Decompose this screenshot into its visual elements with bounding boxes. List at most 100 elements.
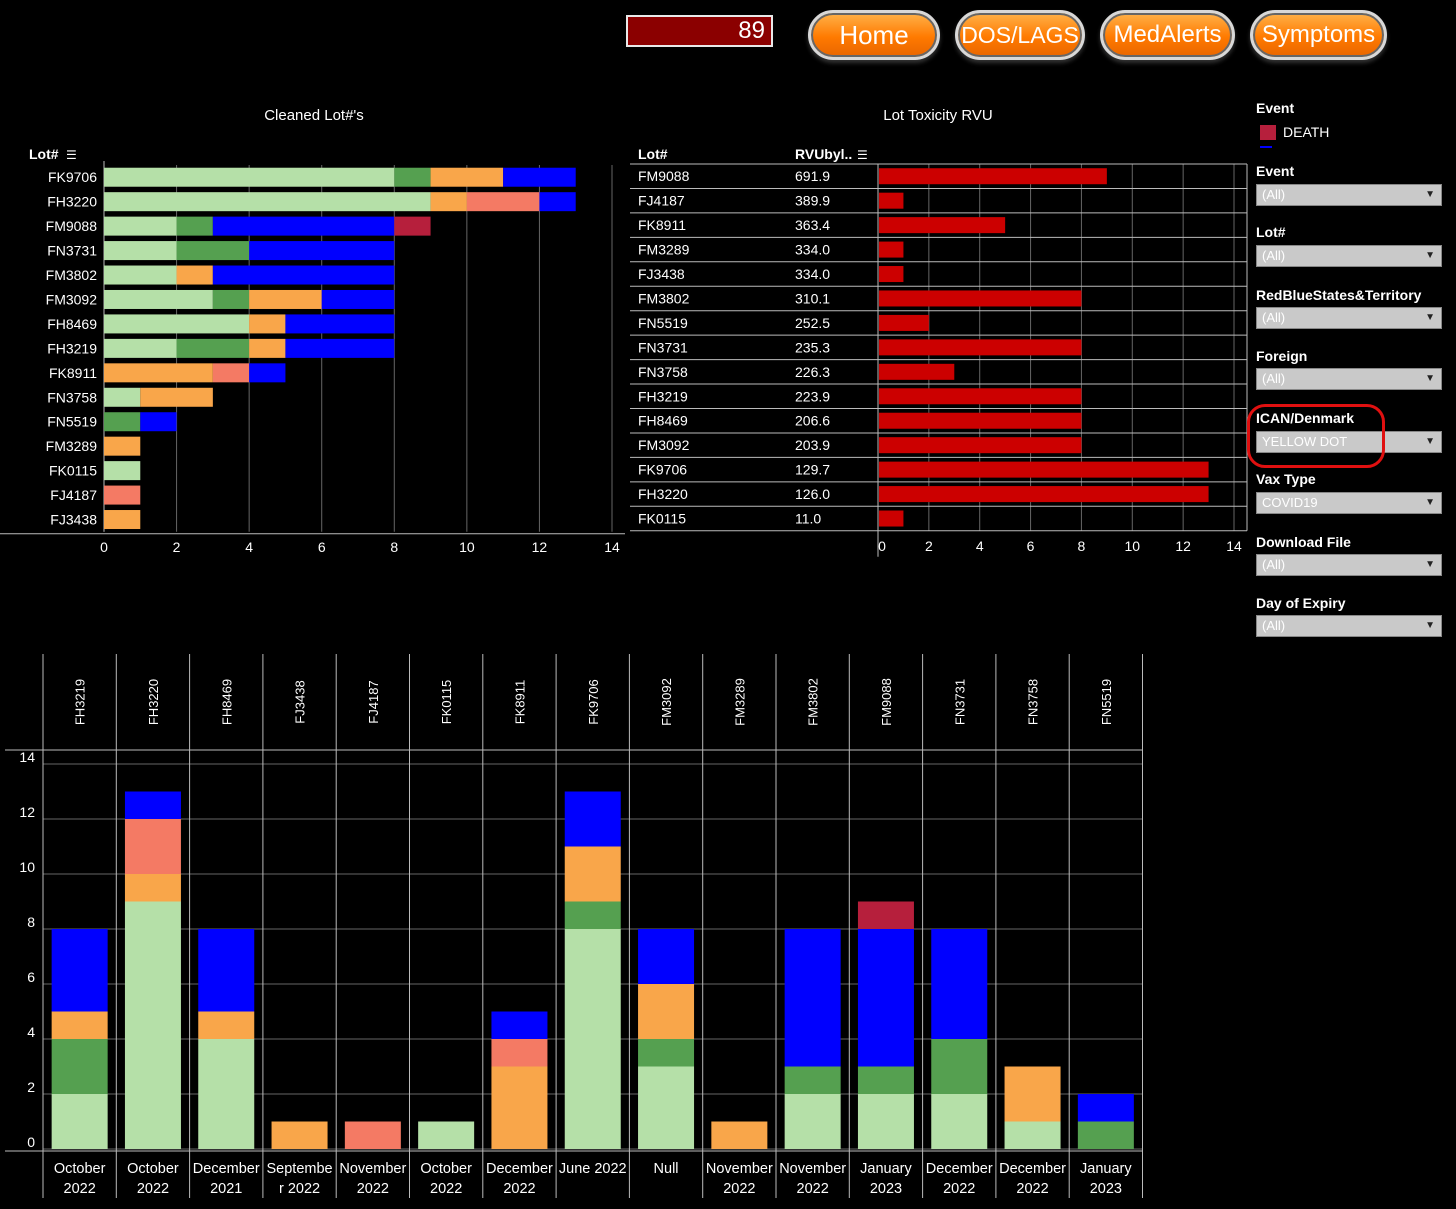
bar-segment bbox=[104, 436, 141, 456]
toxicity-bar bbox=[879, 510, 904, 527]
expiry-label: 2023 bbox=[1090, 1181, 1122, 1197]
x-tick-label: 8 bbox=[1078, 538, 1086, 554]
bar-segment bbox=[285, 338, 395, 358]
cleaned-lots-title: Cleaned Lot#'s bbox=[264, 107, 364, 124]
lot-label: FN3731 bbox=[47, 243, 97, 259]
toxicity-bar bbox=[879, 437, 1082, 454]
bar-segment bbox=[491, 1011, 548, 1039]
lot-column-label: FK9706 bbox=[586, 679, 601, 725]
expiry-label: 2022 bbox=[357, 1181, 389, 1197]
sort-icon: ☰ bbox=[857, 148, 868, 162]
ican-filter-value: YELLOW DOT bbox=[1262, 434, 1348, 449]
toxicity-bar bbox=[879, 314, 929, 331]
bar-segment bbox=[51, 1039, 108, 1094]
state-filter-label: RedBlueStates&Territory bbox=[1256, 287, 1422, 303]
expiry-label: December bbox=[999, 1161, 1066, 1177]
event-filter-value: (All) bbox=[1262, 187, 1286, 202]
bar-segment bbox=[104, 265, 177, 285]
lot-label: FK9706 bbox=[48, 169, 97, 185]
lot-filter-select[interactable]: (All) ▼ bbox=[1256, 245, 1442, 267]
rvu-value: 691.9 bbox=[795, 168, 830, 184]
x-tick-label: 6 bbox=[1027, 538, 1035, 554]
bar-segment bbox=[931, 929, 988, 1039]
rvu-column-header: RVUbyl.. bbox=[795, 146, 852, 162]
foreign-filter-value: (All) bbox=[1262, 371, 1286, 386]
bar-segment bbox=[249, 314, 286, 334]
y-tick-label: 2 bbox=[27, 1079, 35, 1095]
lot-label: FK0115 bbox=[638, 511, 686, 527]
rvu-value: 235.3 bbox=[795, 339, 830, 355]
expiry-label: 2022 bbox=[64, 1181, 96, 1197]
bar-segment bbox=[503, 167, 576, 187]
toxicity-bar bbox=[879, 217, 1006, 234]
foreign-filter-select[interactable]: (All) ▼ bbox=[1256, 368, 1442, 390]
bar-segment bbox=[124, 874, 181, 902]
symptoms-button[interactable]: Symptoms bbox=[1250, 10, 1387, 60]
bar-segment bbox=[140, 387, 213, 407]
state-filter-select[interactable]: (All) ▼ bbox=[1256, 307, 1442, 329]
vax-type-filter-select[interactable]: COVID19 ▼ bbox=[1256, 492, 1442, 514]
x-tick-label: 4 bbox=[245, 539, 253, 555]
x-tick-label: 8 bbox=[390, 539, 398, 555]
expiry-label: December bbox=[926, 1161, 993, 1177]
bar-segment bbox=[249, 338, 286, 358]
medalerts-button[interactable]: MedAlerts bbox=[1100, 10, 1235, 60]
lot-column-label: FN3731 bbox=[952, 679, 967, 725]
bar-segment bbox=[857, 901, 914, 929]
bar-segment bbox=[198, 1011, 255, 1039]
y-tick-label: 12 bbox=[19, 804, 35, 820]
rvu-value: 334.0 bbox=[795, 266, 830, 282]
chevron-down-icon: ▼ bbox=[1425, 189, 1435, 200]
bar-segment bbox=[491, 1066, 548, 1149]
red-highlight-circle bbox=[1247, 404, 1385, 468]
expiry-filter-select[interactable]: (All) ▼ bbox=[1256, 615, 1442, 637]
toxicity-bar bbox=[879, 266, 904, 283]
bar-segment bbox=[857, 929, 914, 1067]
lot-column-label: FJ3438 bbox=[293, 680, 308, 723]
lot-label: FH3219 bbox=[638, 388, 688, 404]
bar-segment bbox=[394, 167, 431, 187]
bar-segment bbox=[51, 1094, 108, 1149]
lot-column-label: FH3219 bbox=[73, 679, 88, 725]
event-filter-select[interactable]: (All) ▼ bbox=[1256, 184, 1442, 206]
lot-label: FN3731 bbox=[638, 339, 688, 355]
bar-segment bbox=[212, 363, 250, 383]
chevron-down-icon: ▼ bbox=[1425, 559, 1435, 570]
count-display: 89 bbox=[626, 15, 773, 47]
bar-segment bbox=[51, 1011, 108, 1039]
bar-segment bbox=[176, 216, 213, 236]
expiry-label: 2022 bbox=[137, 1181, 169, 1197]
y-tick-label: 14 bbox=[19, 749, 35, 765]
bar-segment bbox=[784, 1094, 841, 1149]
lot-label: FM3289 bbox=[638, 242, 690, 258]
bar-segment bbox=[418, 1121, 475, 1149]
bar-segment bbox=[51, 929, 108, 1012]
expiry-label: 2023 bbox=[870, 1181, 902, 1197]
lot-column-label: FK8911 bbox=[512, 680, 527, 725]
toxicity-bar bbox=[879, 168, 1107, 185]
bar-segment bbox=[285, 314, 395, 334]
dos-lags-button[interactable]: DOS/LAGS bbox=[955, 10, 1085, 60]
lot-column-label: FM3289 bbox=[732, 678, 747, 726]
sort-icon: ☰ bbox=[66, 148, 77, 162]
bar-segment bbox=[104, 314, 250, 334]
bar-segment bbox=[212, 265, 395, 285]
lot-label: FH8469 bbox=[638, 413, 688, 429]
bar-segment bbox=[176, 241, 250, 261]
bar-segment bbox=[784, 1066, 841, 1094]
toxicity-bar bbox=[879, 412, 1082, 429]
x-tick-label: 14 bbox=[604, 539, 620, 555]
rvu-value: 363.4 bbox=[795, 217, 830, 233]
rvu-value: 126.0 bbox=[795, 486, 830, 502]
bar-segment bbox=[638, 929, 695, 984]
x-tick-label: 12 bbox=[532, 539, 548, 555]
ican-filter-select[interactable]: YELLOW DOT ▼ bbox=[1256, 431, 1442, 453]
bar-segment bbox=[638, 984, 695, 1039]
download-filter-select[interactable]: (All) ▼ bbox=[1256, 554, 1442, 576]
ican-filter-label: ICAN/Denmark bbox=[1256, 410, 1355, 426]
home-button[interactable]: Home bbox=[808, 10, 940, 60]
x-tick-label: 2 bbox=[925, 538, 933, 554]
bar-segment bbox=[857, 1094, 914, 1149]
rvu-value: 334.0 bbox=[795, 242, 830, 258]
rvu-value: 226.3 bbox=[795, 364, 830, 380]
